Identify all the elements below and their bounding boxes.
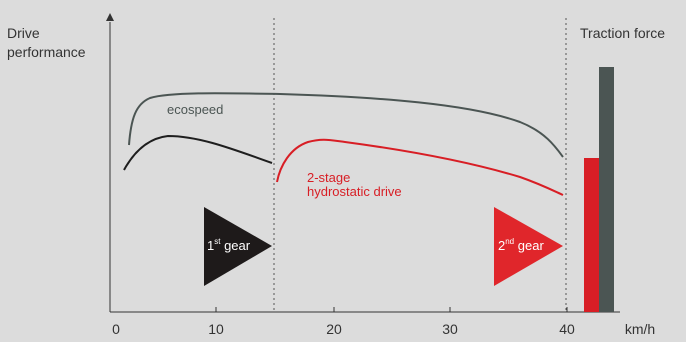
- x-axis-ticks: [215, 307, 568, 312]
- hydrostatic-drive-curve: [276, 138, 564, 196]
- ecospeed-traction-bar: [599, 67, 614, 312]
- ecospeed-label: ecospeed: [167, 102, 223, 117]
- x-tick-label: 40: [559, 321, 575, 337]
- hydrostatic-label-line-2: hydrostatic drive: [307, 184, 402, 199]
- x-tick-label: 30: [442, 321, 458, 337]
- y-axis-arrow-icon: [106, 13, 114, 21]
- x-unit-label: km/h: [625, 321, 655, 337]
- x-tick-label: 10: [208, 321, 224, 337]
- y-axis-label-line-1: Drive: [7, 25, 40, 41]
- traction-force-label: Traction force: [580, 25, 665, 41]
- y-axis-label-line-2: performance: [7, 44, 86, 60]
- first-gear-curve: [123, 134, 273, 171]
- hydrostatic-traction-bar: [584, 158, 599, 312]
- x-tick-label: 0: [112, 321, 120, 337]
- second-gear-arrow-icon: [494, 207, 563, 286]
- second-gear-label: 2nd gear: [498, 237, 544, 253]
- first-gear-label: 1st gear: [207, 237, 251, 253]
- ecospeed-curve: [128, 92, 564, 158]
- hydrostatic-label-line-1: 2-stage: [307, 170, 350, 185]
- x-tick-label: 20: [326, 321, 342, 337]
- first-gear-arrow-icon: [204, 207, 272, 286]
